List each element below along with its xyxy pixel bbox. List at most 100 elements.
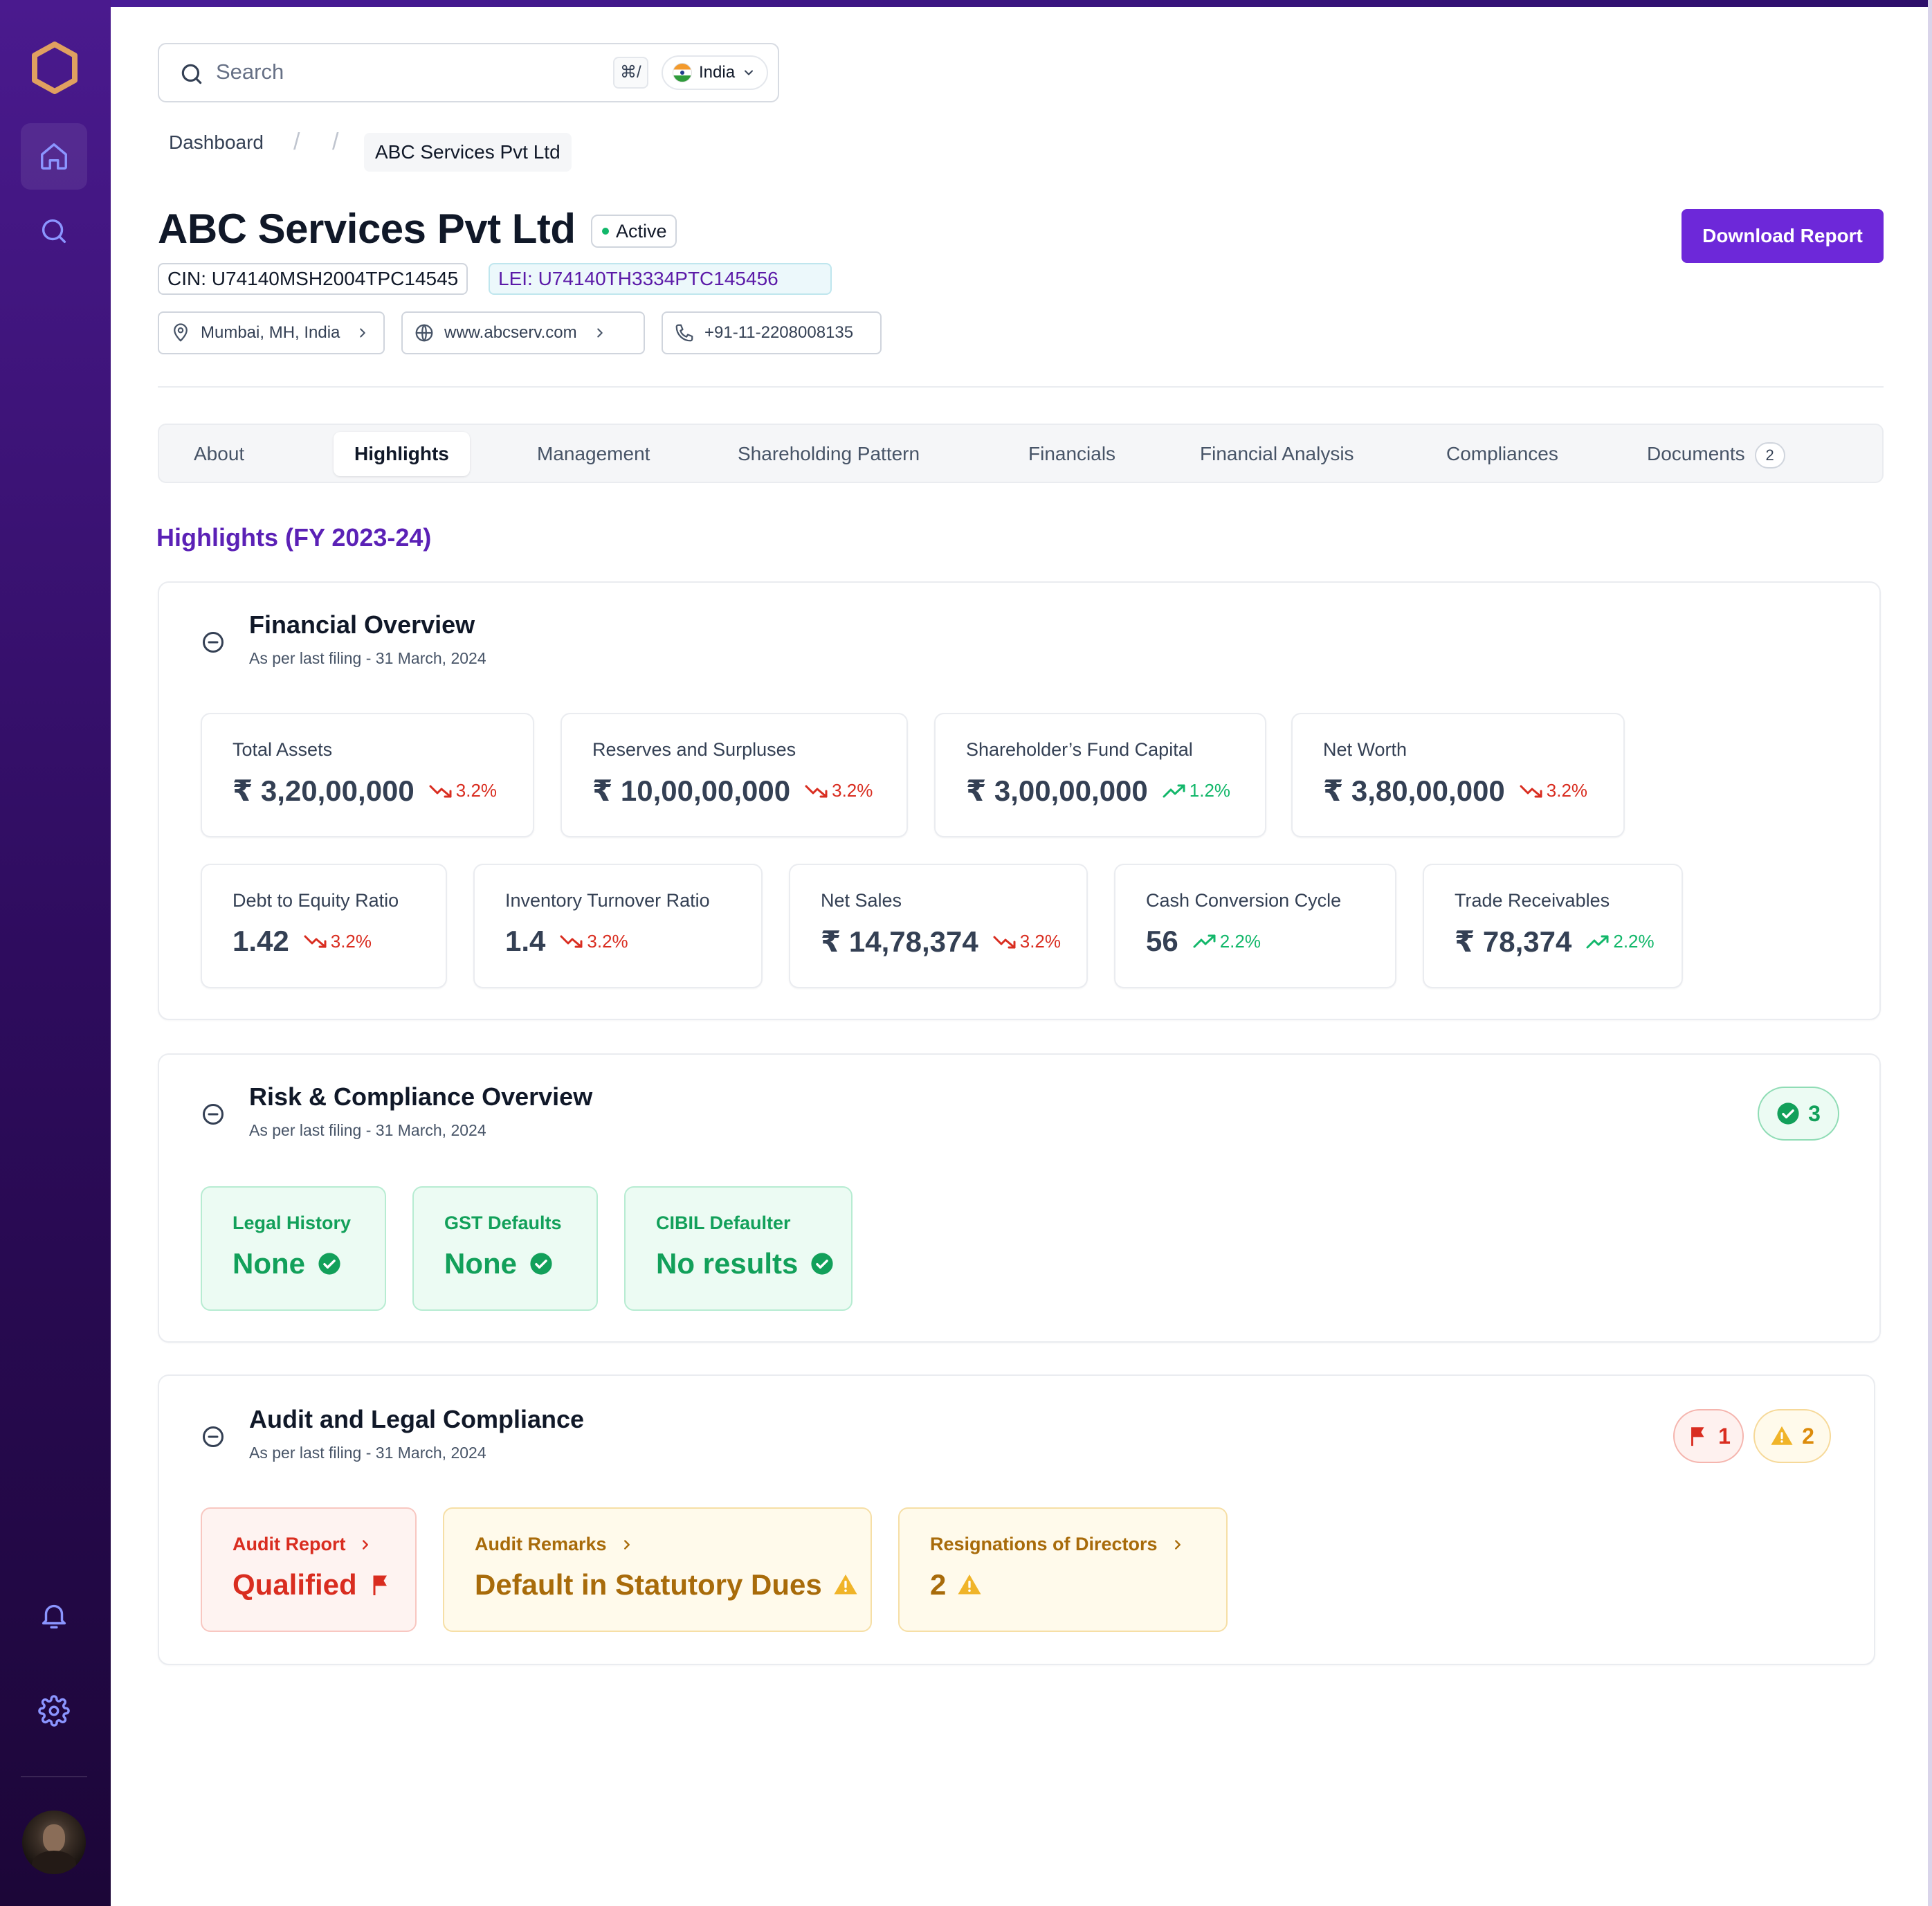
country-selector[interactable]: India [662,55,768,90]
map-pin-icon [174,323,188,342]
metric-card[interactable]: Total Assets ₹ 3,20,00,000 3.2% [201,713,534,837]
audit-value: Qualified [233,1568,357,1601]
trend-indicator: 3.2% [428,780,497,801]
search-bar[interactable]: Search ⌘/ India [158,43,779,102]
metric-label: Net Worth [1323,739,1407,760]
lei-chip: LEI: U74140TH3334PTC145456 [489,263,832,295]
avatar-face [43,1824,65,1852]
metric-card[interactable]: Trade Receivables ₹ 78,374 2.2% [1423,864,1683,988]
check-circle-icon [811,1253,833,1275]
audit-card-resignations[interactable]: Resignations of Directors 2 [898,1507,1228,1632]
audit-compliance-panel: Audit and Legal Compliance As per last f… [158,1374,1875,1665]
flag-count-badge: 1 [1673,1409,1744,1463]
flag-icon [373,1575,387,1595]
trend-up-icon [1586,935,1609,948]
tab-highlights[interactable]: Highlights [334,432,470,476]
metric-value: 1.42 [233,925,289,957]
flag-count: 1 [1718,1423,1731,1449]
globe-icon [415,324,433,342]
metric-value: ₹ 3,00,00,000 [966,774,1148,807]
audit-card-audit-remarks[interactable]: Audit Remarks Default in Statutory Dues [443,1507,872,1632]
warning-count-badge: 2 [1753,1409,1831,1463]
metric-card[interactable]: Debt to Equity Ratio 1.42 3.2% [201,864,447,988]
passed-checks-badge: 3 [1758,1087,1839,1141]
metric-card[interactable]: Reserves and Surpluses ₹ 10,00,00,000 3.… [561,713,908,837]
collapse-icon[interactable] [201,1424,226,1449]
logo-icon[interactable] [29,40,80,96]
chevron-right-icon [623,1539,630,1550]
trend-indicator: 1.2% [1162,780,1230,801]
tab-about[interactable]: About [194,443,245,464]
nav-home[interactable] [21,123,87,190]
tab-compliances[interactable]: Compliances [1446,443,1558,464]
warning-count: 2 [1802,1423,1814,1449]
panel-title: Risk & Compliance Overview [249,1082,593,1111]
trend-value: 3.2% [1546,780,1588,801]
chevron-down-icon [745,70,754,75]
avatar[interactable] [22,1810,86,1874]
trend-down-icon [993,936,1016,948]
risk-card-gst-defaults[interactable]: GST Defaults None [412,1186,598,1311]
website-chip[interactable]: www.abcserv.com [401,311,645,354]
risk-card-cibil-defaulter[interactable]: CIBIL Defaulter No results [624,1186,853,1311]
tab-bar: About Highlights Management Shareholding… [158,424,1884,483]
trend-down-icon [560,935,583,948]
breadcrumb-current: ABC Services Pvt Ltd [364,133,572,172]
check-circle-icon [530,1253,552,1275]
location-chip[interactable]: Mumbai, MH, India [158,311,385,354]
phone-text: +91-11-2208008135 [704,323,854,342]
risk-value: None [444,1247,517,1280]
metric-label: Trade Receivables [1455,890,1610,911]
tab-financials[interactable]: Financials [1028,443,1116,464]
bell-icon [42,1604,66,1628]
metric-label: Shareholder’s Fund Capital [966,739,1193,760]
metric-card[interactable]: Cash Conversion Cycle 56 2.2% [1114,864,1396,988]
financial-overview-panel: Financial Overview As per last filing - … [158,581,1881,1020]
nav-notifications[interactable] [21,1582,87,1649]
metric-card[interactable]: Shareholder’s Fund Capital ₹ 3,00,00,000… [934,713,1266,837]
tab-shareholding-pattern[interactable]: Shareholding Pattern [738,443,920,464]
breadcrumb-separator: / [332,129,339,155]
metric-card[interactable]: Net Sales ₹ 14,78,374 3.2% [789,864,1088,988]
trend-value: 3.2% [330,930,372,952]
search-icon [181,64,202,84]
breadcrumb-dashboard[interactable]: Dashboard [169,131,264,153]
trend-indicator: 3.2% [804,780,873,801]
trend-down-icon [429,785,452,797]
metric-label: Total Assets [233,739,333,760]
tab-documents[interactable]: Documents 2 [1626,432,1806,476]
gear-icon [38,1695,70,1727]
metric-card[interactable]: Net Worth ₹ 3,80,00,000 3.2% [1291,713,1625,837]
collapse-icon[interactable] [201,630,226,655]
download-report-button[interactable]: Download Report [1682,209,1884,263]
risk-label: Legal History [233,1213,352,1233]
india-flag-icon [673,63,692,82]
metric-label: Cash Conversion Cycle [1146,890,1342,911]
breadcrumb-separator: / [293,129,300,155]
phone-chip[interactable]: +91-11-2208008135 [662,311,882,354]
website-text: www.abcserv.com [444,323,577,342]
panel-subtitle: As per last filing - 31 March, 2024 [249,1121,486,1139]
panel-subtitle: As per last filing - 31 March, 2024 [249,1444,486,1462]
metric-label: Net Sales [821,890,902,911]
check-circle-icon [318,1253,340,1275]
trend-down-icon [304,935,327,948]
nav-settings[interactable] [21,1678,87,1744]
audit-value: Default in Statutory Dues [475,1568,822,1601]
nav-search[interactable] [21,198,87,264]
trend-value: 3.2% [455,780,498,801]
metric-value: 1.4 [505,925,546,957]
window-border [1928,0,1932,1906]
tab-financial-analysis[interactable]: Financial Analysis [1200,443,1354,464]
tab-documents-label: Documents [1647,443,1745,464]
search-input[interactable]: Search [216,60,284,84]
trend-indicator: 3.2% [303,931,372,952]
tab-management[interactable]: Management [537,443,650,464]
audit-card-audit-report[interactable]: Audit Report Qualified [201,1507,417,1632]
risk-card-legal-history[interactable]: Legal History None [201,1186,386,1311]
trend-indicator: 2.2% [1192,931,1261,952]
collapse-icon[interactable] [201,1102,226,1127]
metric-value: ₹ 78,374 [1455,925,1572,958]
metric-card[interactable]: Inventory Turnover Ratio 1.4 3.2% [473,864,763,988]
trend-down-icon [805,785,828,797]
